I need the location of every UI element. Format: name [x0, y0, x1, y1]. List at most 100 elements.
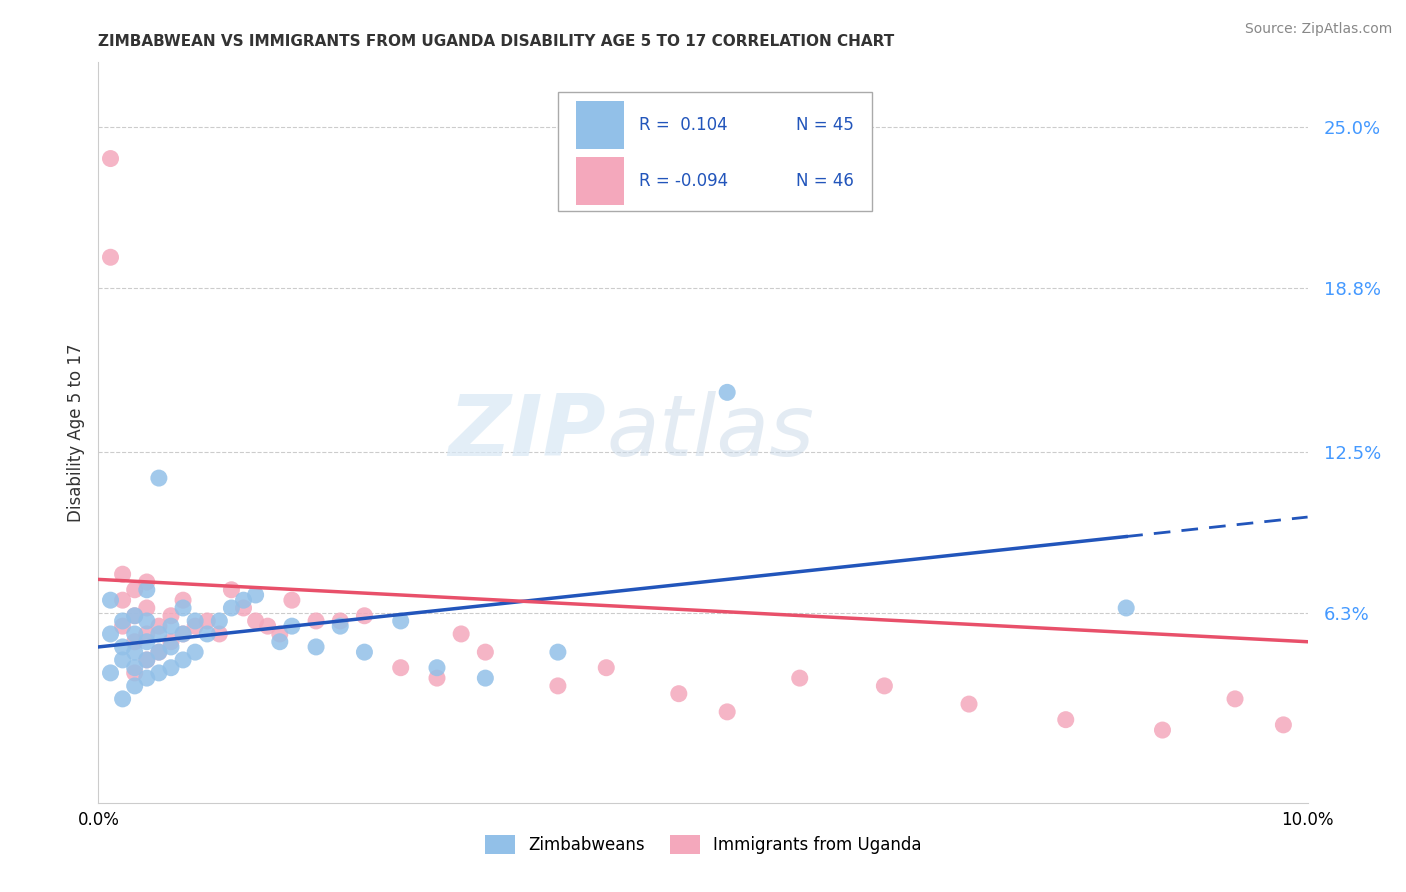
Point	[124, 679, 146, 693]
Point	[474, 671, 496, 685]
Point	[269, 634, 291, 648]
Point	[135, 627, 157, 641]
Point	[389, 661, 412, 675]
Point	[124, 608, 146, 623]
Point	[353, 608, 375, 623]
Point	[281, 593, 304, 607]
Point	[184, 614, 207, 628]
Point	[353, 645, 375, 659]
Point	[305, 614, 328, 628]
Point	[160, 608, 183, 623]
Point	[172, 627, 194, 641]
Text: atlas: atlas	[606, 391, 814, 475]
Point	[329, 614, 352, 628]
Point	[208, 614, 231, 628]
Point	[148, 645, 170, 659]
Point	[111, 692, 134, 706]
Point	[1152, 723, 1174, 737]
Point	[281, 619, 304, 633]
Text: R =  0.104: R = 0.104	[638, 116, 727, 134]
Point	[195, 627, 218, 641]
Point	[160, 640, 183, 654]
Text: R = -0.094: R = -0.094	[638, 172, 728, 190]
Point	[124, 634, 146, 648]
Point	[135, 574, 157, 589]
Point	[124, 665, 146, 680]
Point	[873, 679, 896, 693]
Point	[160, 634, 183, 648]
Point	[716, 385, 738, 400]
Point	[111, 614, 134, 628]
Point	[474, 645, 496, 659]
Point	[426, 671, 449, 685]
Point	[111, 619, 134, 633]
Legend: Zimbabweans, Immigrants from Uganda: Zimbabweans, Immigrants from Uganda	[478, 829, 928, 861]
Point	[111, 567, 134, 582]
FancyBboxPatch shape	[576, 101, 624, 149]
Point	[111, 593, 134, 607]
Point	[547, 679, 569, 693]
Point	[245, 614, 267, 628]
Point	[269, 627, 291, 641]
Point	[957, 697, 980, 711]
Point	[135, 614, 157, 628]
Point	[1272, 718, 1295, 732]
Text: ZIP: ZIP	[449, 391, 606, 475]
Point	[148, 645, 170, 659]
Point	[148, 619, 170, 633]
Point	[148, 627, 170, 641]
Text: N = 46: N = 46	[796, 172, 855, 190]
Point	[232, 593, 254, 607]
Point	[100, 250, 122, 264]
Point	[135, 601, 157, 615]
Point	[184, 619, 207, 633]
Point	[148, 471, 170, 485]
Point	[221, 582, 243, 597]
Point	[124, 661, 146, 675]
Point	[305, 640, 328, 654]
Point	[450, 627, 472, 641]
Point	[148, 665, 170, 680]
Point	[1223, 692, 1246, 706]
Point	[100, 627, 122, 641]
Point	[221, 601, 243, 615]
Text: ZIMBABWEAN VS IMMIGRANTS FROM UGANDA DISABILITY AGE 5 TO 17 CORRELATION CHART: ZIMBABWEAN VS IMMIGRANTS FROM UGANDA DIS…	[98, 34, 894, 49]
Point	[789, 671, 811, 685]
Point	[547, 645, 569, 659]
Point	[172, 593, 194, 607]
Point	[100, 152, 122, 166]
Point	[172, 627, 194, 641]
FancyBboxPatch shape	[576, 157, 624, 205]
Y-axis label: Disability Age 5 to 17: Disability Age 5 to 17	[66, 343, 84, 522]
Point	[595, 661, 617, 675]
Point	[135, 671, 157, 685]
Point	[124, 608, 146, 623]
Point	[1054, 713, 1077, 727]
Point	[329, 619, 352, 633]
Point	[256, 619, 278, 633]
Point	[124, 582, 146, 597]
Point	[160, 619, 183, 633]
Point	[111, 653, 134, 667]
Point	[668, 687, 690, 701]
Text: N = 45: N = 45	[796, 116, 855, 134]
Point	[135, 653, 157, 667]
Point	[100, 665, 122, 680]
Point	[389, 614, 412, 628]
Point	[111, 640, 134, 654]
Point	[124, 645, 146, 659]
FancyBboxPatch shape	[558, 92, 872, 211]
Point	[135, 634, 157, 648]
Point	[195, 614, 218, 628]
Point	[716, 705, 738, 719]
Point	[426, 661, 449, 675]
Point	[160, 661, 183, 675]
Point	[172, 601, 194, 615]
Point	[172, 653, 194, 667]
Point	[245, 588, 267, 602]
Point	[135, 653, 157, 667]
Point	[124, 627, 146, 641]
Point	[208, 627, 231, 641]
Text: Source: ZipAtlas.com: Source: ZipAtlas.com	[1244, 22, 1392, 37]
Point	[232, 601, 254, 615]
